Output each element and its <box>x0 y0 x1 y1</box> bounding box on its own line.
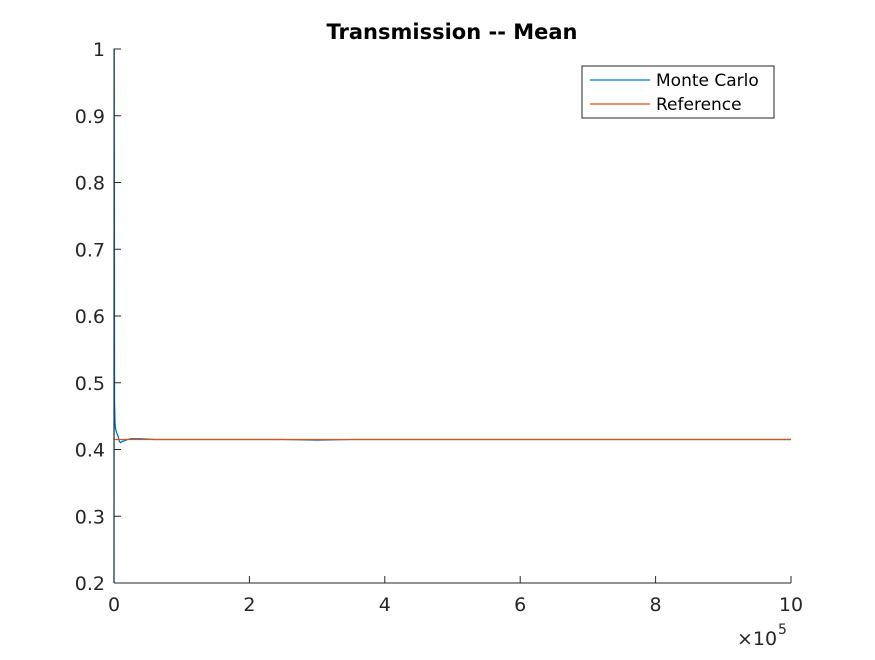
x-exponent-power: 5 <box>778 622 787 638</box>
axes: 0 2 4 6 8 10 0.2 0.3 0.4 0.5 0.6 0.7 0.8 0.9 1 ×10 5 <box>75 39 803 650</box>
y-tick-label: 0.8 <box>75 173 105 195</box>
chart-title: Transmission -- Mean <box>327 20 578 44</box>
y-tick-label: 0.9 <box>75 106 105 128</box>
x-tick-label: 10 <box>779 594 803 616</box>
x-tick-label: 2 <box>243 594 255 616</box>
legend-label-reference: Reference <box>656 95 742 115</box>
series-line-monte-carlo <box>113 48 791 584</box>
x-tick-label: 0 <box>108 594 120 616</box>
y-tick-label: 0.5 <box>75 373 105 395</box>
x-tick-label: 8 <box>650 594 662 616</box>
legend-box <box>581 65 775 119</box>
y-tick-label: 0.7 <box>75 239 105 261</box>
y-tick-label: 1 <box>93 39 105 61</box>
x-exponent-label: ×10 <box>737 628 777 650</box>
x-tick-label: 4 <box>379 594 391 616</box>
y-tick-label: 0.6 <box>75 306 105 328</box>
legend-label-monte-carlo: Monte Carlo <box>656 71 759 91</box>
y-tick-label: 0.2 <box>75 573 105 595</box>
legend: Monte Carlo Reference <box>581 65 775 119</box>
plot-area <box>113 48 791 584</box>
x-tick-label: 6 <box>514 594 526 616</box>
y-tick-label: 0.4 <box>75 440 105 462</box>
y-tick-label: 0.3 <box>75 506 105 528</box>
